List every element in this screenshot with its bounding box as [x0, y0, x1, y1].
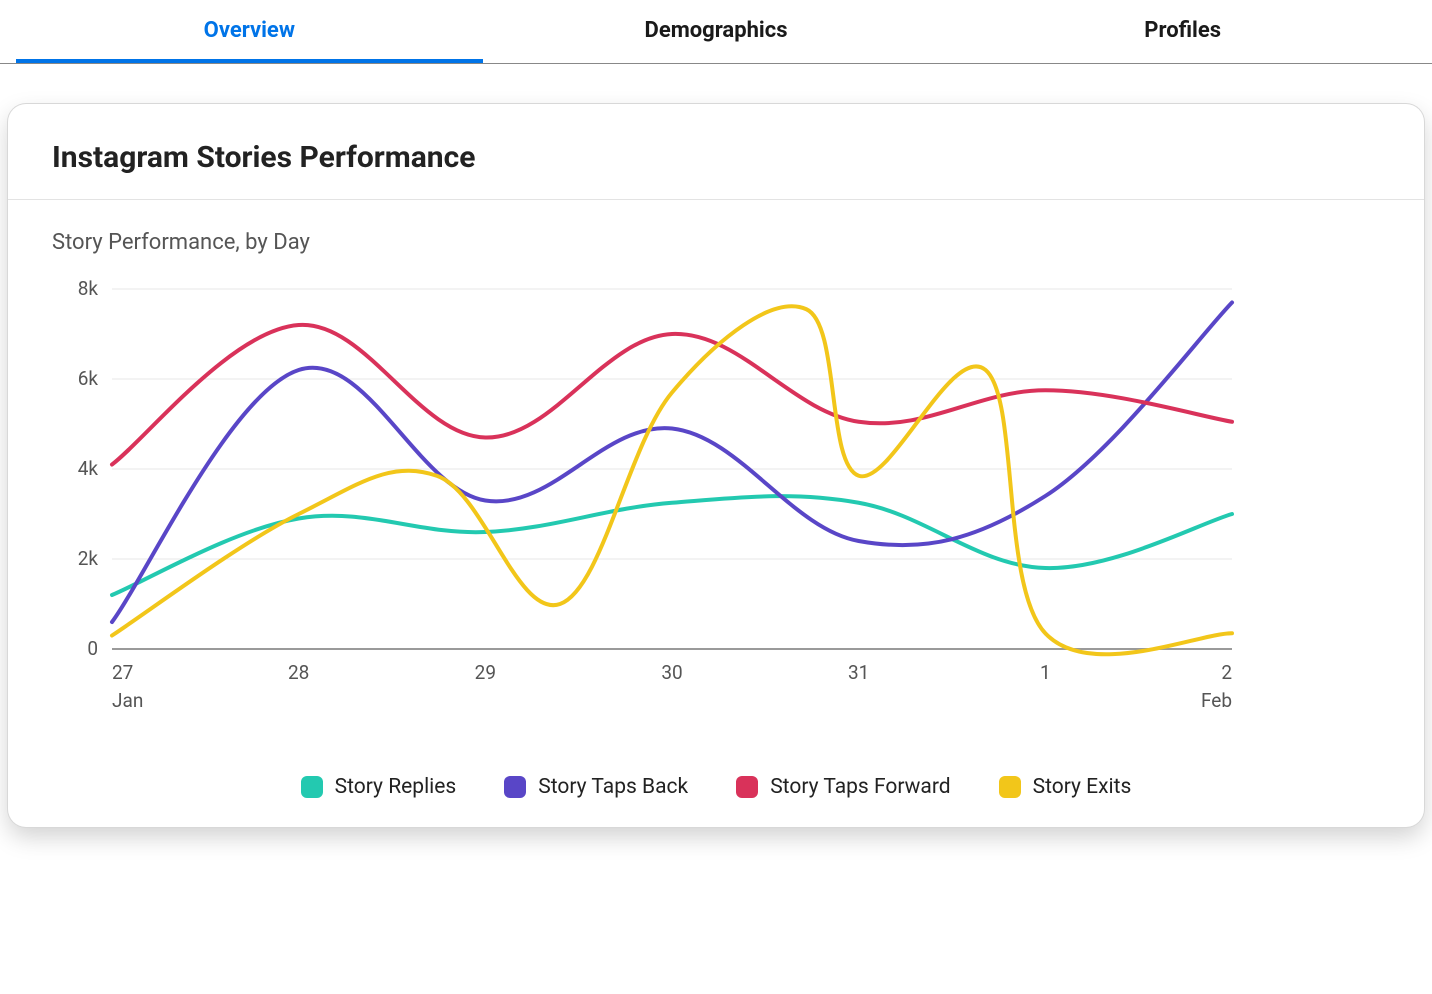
legend-label: Story Exits: [1033, 775, 1132, 799]
svg-text:28: 28: [288, 661, 309, 684]
svg-text:Jan: Jan: [112, 689, 143, 712]
svg-text:6k: 6k: [78, 367, 99, 390]
tab-profiles[interactable]: Profiles: [949, 0, 1416, 63]
tabs-bar: Overview Demographics Profiles: [0, 0, 1432, 64]
svg-text:31: 31: [848, 661, 869, 684]
legend-item[interactable]: Story Exits: [999, 775, 1132, 799]
card-title: Instagram Stories Performance: [52, 140, 1380, 175]
legend-item[interactable]: Story Replies: [301, 775, 457, 799]
svg-text:2: 2: [1221, 661, 1232, 684]
svg-text:2k: 2k: [78, 547, 99, 570]
chart-subtitle: Story Performance, by Day: [52, 230, 1380, 255]
svg-text:Feb: Feb: [1201, 689, 1232, 712]
chart-legend: Story Replies Story Taps Back Story Taps F…: [52, 775, 1380, 799]
card-divider: [8, 199, 1424, 200]
svg-text:1: 1: [1040, 661, 1051, 684]
svg-text:29: 29: [475, 661, 496, 684]
svg-text:30: 30: [661, 661, 682, 684]
line-chart: 0 2k 4k 6k 8k 27 28 29 30 31 1 2 Jan Feb: [52, 279, 1380, 749]
svg-text:0: 0: [87, 637, 98, 660]
svg-text:8k: 8k: [78, 279, 99, 300]
chart-svg: 0 2k 4k 6k 8k 27 28 29 30 31 1 2 Jan Feb: [52, 279, 1242, 749]
legend-label: Story Taps Forward: [770, 775, 950, 799]
legend-item[interactable]: Story Taps Forward: [736, 775, 950, 799]
tab-overview[interactable]: Overview: [16, 0, 483, 63]
stories-performance-card: Instagram Stories Performance Story Perf…: [8, 104, 1424, 827]
tab-demographics[interactable]: Demographics: [483, 0, 950, 63]
legend-label: Story Replies: [335, 775, 457, 799]
legend-swatch: [736, 776, 758, 798]
svg-text:27: 27: [112, 661, 133, 684]
legend-swatch: [504, 776, 526, 798]
legend-swatch: [301, 776, 323, 798]
legend-item[interactable]: Story Taps Back: [504, 775, 688, 799]
legend-label: Story Taps Back: [538, 775, 688, 799]
svg-text:4k: 4k: [78, 457, 99, 480]
legend-swatch: [999, 776, 1021, 798]
